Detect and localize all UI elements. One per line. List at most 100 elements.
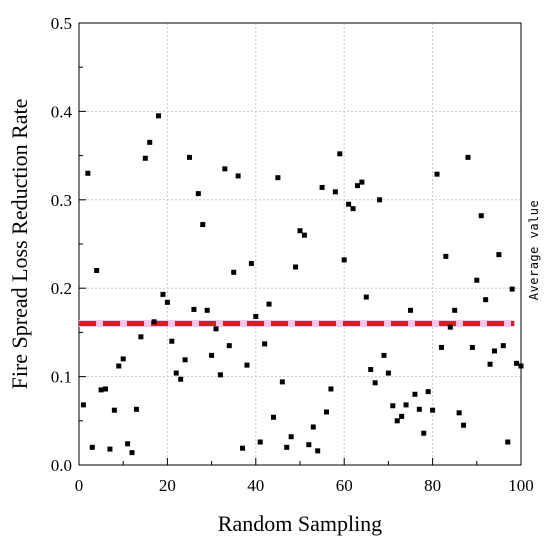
data-point [142, 155, 148, 161]
average-value-legend: Average value [527, 200, 541, 300]
data-point [461, 422, 467, 428]
data-point [447, 324, 453, 330]
data-point [452, 307, 458, 313]
x-tick-label: 20 [159, 476, 176, 495]
data-point [235, 173, 241, 179]
data-point [438, 344, 444, 350]
data-point [324, 409, 330, 415]
data-points [80, 113, 524, 456]
data-point [332, 189, 338, 195]
y-tick-label: 0.5 [51, 14, 72, 33]
data-point [306, 442, 312, 448]
data-point [89, 444, 95, 450]
data-point [474, 277, 480, 283]
data-point [116, 363, 122, 369]
y-tick-label: 0.2 [51, 279, 72, 298]
y-tick-label: 0.1 [51, 368, 72, 387]
data-point [425, 389, 431, 395]
data-point [151, 319, 157, 325]
x-tick-label: 0 [75, 476, 84, 495]
data-point [98, 387, 104, 393]
data-point [257, 439, 263, 445]
data-point [107, 446, 113, 452]
data-point [377, 197, 383, 203]
data-point [483, 297, 489, 303]
data-point [279, 379, 285, 385]
data-point [310, 424, 316, 430]
data-point [491, 348, 497, 354]
data-point [182, 357, 188, 363]
data-point [275, 175, 281, 181]
data-point [456, 410, 462, 416]
data-point [368, 367, 374, 373]
data-point [266, 301, 272, 307]
data-point [394, 418, 400, 424]
data-point [120, 356, 126, 362]
data-point [270, 414, 276, 420]
data-point [346, 201, 352, 207]
data-point [147, 139, 153, 145]
data-point [248, 260, 254, 266]
data-point [514, 360, 520, 366]
data-point [390, 403, 396, 409]
data-point [496, 252, 502, 258]
x-tick-label: 80 [424, 476, 441, 495]
data-point [293, 264, 299, 270]
data-point [301, 232, 307, 238]
data-point [518, 363, 524, 369]
data-point [164, 299, 170, 305]
y-axis-label: Fire Spread Loss Reduction Rate [7, 99, 32, 390]
data-point [156, 113, 162, 119]
data-point [372, 380, 378, 386]
data-point [200, 222, 206, 228]
data-point [191, 306, 197, 312]
data-point [408, 307, 413, 313]
data-point [160, 291, 166, 297]
data-point [133, 406, 139, 412]
data-point [354, 183, 360, 189]
data-point [244, 362, 250, 368]
data-point [500, 343, 506, 349]
data-point [262, 341, 268, 347]
data-point [381, 352, 387, 358]
axis-ticks: 0 20 40 60 80 100 0.0 0.1 0.2 0.3 0.4 0.5 [51, 14, 534, 495]
data-point [363, 294, 369, 300]
data-point [319, 184, 325, 190]
data-point [195, 191, 201, 197]
data-point [328, 386, 334, 392]
data-point [178, 376, 184, 382]
data-point [80, 402, 86, 408]
data-point [129, 450, 135, 456]
data-point [469, 344, 475, 350]
x-tick-label: 40 [247, 476, 264, 495]
data-point [487, 361, 493, 367]
data-point [111, 407, 117, 413]
data-point [94, 268, 100, 274]
data-point [222, 166, 228, 172]
data-point [509, 286, 515, 292]
data-point [297, 228, 303, 234]
data-point [226, 343, 232, 349]
data-point [337, 151, 343, 157]
grid-lines [79, 23, 521, 465]
x-axis-label: Random Sampling [218, 511, 382, 536]
data-point [240, 445, 246, 451]
data-point [253, 313, 259, 319]
data-point [138, 334, 144, 340]
data-point [85, 170, 91, 176]
x-tick-label: 60 [336, 476, 353, 495]
data-point [103, 386, 109, 392]
data-point [443, 253, 449, 259]
data-point [284, 444, 290, 450]
data-point [288, 434, 294, 440]
data-point [412, 391, 418, 397]
data-point [187, 154, 192, 160]
data-point [434, 171, 440, 177]
data-point [505, 439, 511, 445]
data-point [213, 326, 219, 332]
data-point [209, 352, 215, 358]
data-point [385, 370, 391, 376]
data-point [421, 430, 427, 436]
data-point [465, 154, 471, 160]
